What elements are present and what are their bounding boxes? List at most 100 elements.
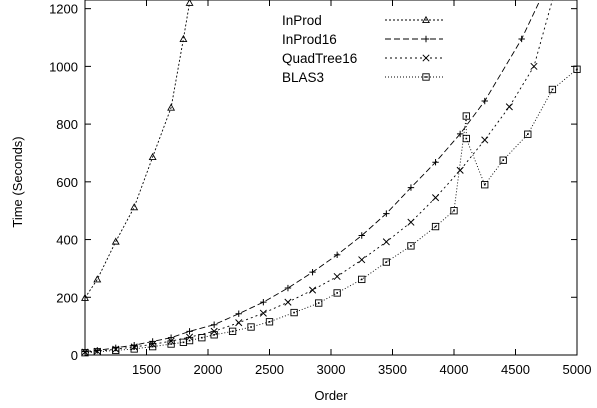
data-point-inprod16 bbox=[518, 35, 525, 43]
data-point-blas3 bbox=[93, 348, 101, 356]
data-point-inprod bbox=[81, 293, 89, 301]
data-point-blas3-dot bbox=[96, 351, 99, 353]
y-tick-label: 0 bbox=[71, 348, 78, 363]
data-point-inprod16 bbox=[167, 334, 175, 341]
x-tick-label: 4500 bbox=[501, 362, 530, 377]
data-point-quadtree16 bbox=[456, 166, 464, 174]
x-tick-label: 4000 bbox=[440, 362, 469, 377]
data-point-quadtree16 bbox=[308, 286, 317, 294]
data-point-blas3-dot bbox=[453, 209, 455, 212]
series-line-blas3 bbox=[84, 68, 578, 354]
data-point-blas3-dot bbox=[502, 159, 504, 161]
data-point-blas3-dot bbox=[114, 349, 117, 352]
series-inprod bbox=[81, 0, 194, 301]
data-point-inprod16 bbox=[284, 284, 292, 292]
legend-label-inprod: InProd bbox=[282, 13, 322, 28]
data-point-quadtree16 bbox=[284, 298, 292, 306]
data-point-inprod16 bbox=[309, 268, 316, 276]
data-point-blas3 bbox=[148, 342, 157, 351]
series-inprod16 bbox=[81, 0, 541, 355]
data-point-blas3-dot bbox=[133, 348, 135, 350]
data-point-inprod bbox=[179, 34, 188, 42]
data-point-inprod16 bbox=[210, 321, 218, 328]
series-blas3 bbox=[81, 65, 581, 357]
data-point-blas3-dot bbox=[151, 345, 154, 348]
data-point-blas3 bbox=[462, 112, 470, 120]
data-point-blas3-dot bbox=[250, 326, 252, 328]
legend-marker-quadtree16 bbox=[422, 54, 430, 62]
data-point-inprod16 bbox=[235, 310, 242, 317]
legend-label-quadtree16: QuadTree16 bbox=[282, 51, 357, 66]
series-line-inprod16 bbox=[84, 0, 541, 352]
data-point-blas3-dot bbox=[170, 343, 172, 345]
data-point-blas3-dot bbox=[434, 225, 437, 228]
data-point-blas3 bbox=[185, 336, 194, 345]
data-point-blas3 bbox=[431, 222, 440, 231]
data-point-blas3 bbox=[265, 318, 274, 326]
data-point-blas3 bbox=[382, 258, 390, 266]
data-point-blas3-dot bbox=[188, 339, 191, 342]
data-point-blas3 bbox=[210, 331, 218, 339]
data-point-blas3 bbox=[130, 345, 138, 353]
data-point-blas3-dot bbox=[293, 311, 295, 314]
data-point-inprod bbox=[167, 103, 176, 111]
axes: 1500 2000 2500 3000 3500 4000 4500 5000 0 200 400 6… bbox=[49, 0, 591, 377]
data-point-blas3 bbox=[481, 181, 489, 189]
series-layer bbox=[81, 0, 581, 357]
data-point-blas3-dot bbox=[576, 68, 578, 71]
y-axis-label: Time (Seconds) bbox=[10, 136, 25, 227]
data-point-blas3-dot bbox=[551, 88, 554, 91]
data-point-blas3-dot bbox=[465, 137, 468, 140]
data-point-blas3 bbox=[167, 340, 175, 348]
data-point-blas3 bbox=[548, 85, 557, 94]
legend-marker-blas3-dot bbox=[425, 76, 427, 78]
x-tick-label: 3500 bbox=[378, 362, 407, 377]
data-point-blas3 bbox=[407, 242, 415, 250]
data-point-blas3 bbox=[573, 65, 581, 73]
y-tick-label: 1000 bbox=[49, 59, 78, 74]
y-tick-label: 1200 bbox=[49, 2, 78, 17]
x-tick-label: 3000 bbox=[317, 362, 346, 377]
data-point-inprod16 bbox=[481, 97, 488, 105]
data-point-blas3-dot bbox=[527, 133, 529, 136]
data-point-quadtree16 bbox=[149, 340, 157, 348]
data-point-quadtree16 bbox=[431, 194, 440, 202]
data-point-quadtree16 bbox=[358, 256, 366, 264]
data-point-blas3 bbox=[499, 156, 507, 164]
data-point-blas3-dot bbox=[483, 183, 486, 186]
y-tick-label: 400 bbox=[56, 233, 78, 248]
data-point-inprod16 bbox=[260, 298, 267, 306]
x-tick-label: 2000 bbox=[194, 362, 223, 377]
data-point-inprod bbox=[148, 152, 157, 161]
data-point-quadtree16 bbox=[235, 319, 243, 327]
data-point-blas3 bbox=[247, 323, 255, 331]
y-tick-label: 800 bbox=[56, 117, 78, 132]
data-point-blas3-dot bbox=[182, 341, 185, 344]
data-point-inprod16 bbox=[456, 130, 464, 138]
data-point-blas3-dot bbox=[410, 245, 412, 247]
data-point-blas3 bbox=[358, 275, 366, 284]
data-point-quadtree16 bbox=[259, 309, 267, 317]
data-point-quadtree16 bbox=[481, 136, 489, 144]
data-point-inprod16 bbox=[333, 251, 341, 259]
data-point-blas3 bbox=[524, 130, 532, 138]
data-point-blas3 bbox=[462, 134, 470, 143]
data-point-inprod16 bbox=[358, 232, 365, 239]
legend-marker-inprod16 bbox=[422, 35, 430, 43]
data-point-blas3-dot bbox=[268, 321, 271, 323]
x-axis-label: Order bbox=[314, 388, 348, 403]
data-point-inprod16 bbox=[432, 159, 439, 166]
data-point-quadtree16 bbox=[333, 272, 341, 281]
data-point-inprod16 bbox=[186, 328, 193, 335]
data-point-blas3-dot bbox=[231, 330, 234, 333]
data-point-inprod bbox=[185, 0, 194, 6]
data-point-blas3 bbox=[333, 289, 341, 297]
data-point-inprod bbox=[111, 237, 120, 245]
data-point-blas3 bbox=[81, 349, 89, 357]
data-point-inprod16 bbox=[407, 184, 415, 191]
data-point-quadtree16 bbox=[505, 103, 513, 111]
legend-marker-inprod bbox=[422, 15, 430, 24]
x-tick-label: 2500 bbox=[255, 362, 284, 377]
legend-label-inprod16: InProd16 bbox=[282, 32, 337, 47]
